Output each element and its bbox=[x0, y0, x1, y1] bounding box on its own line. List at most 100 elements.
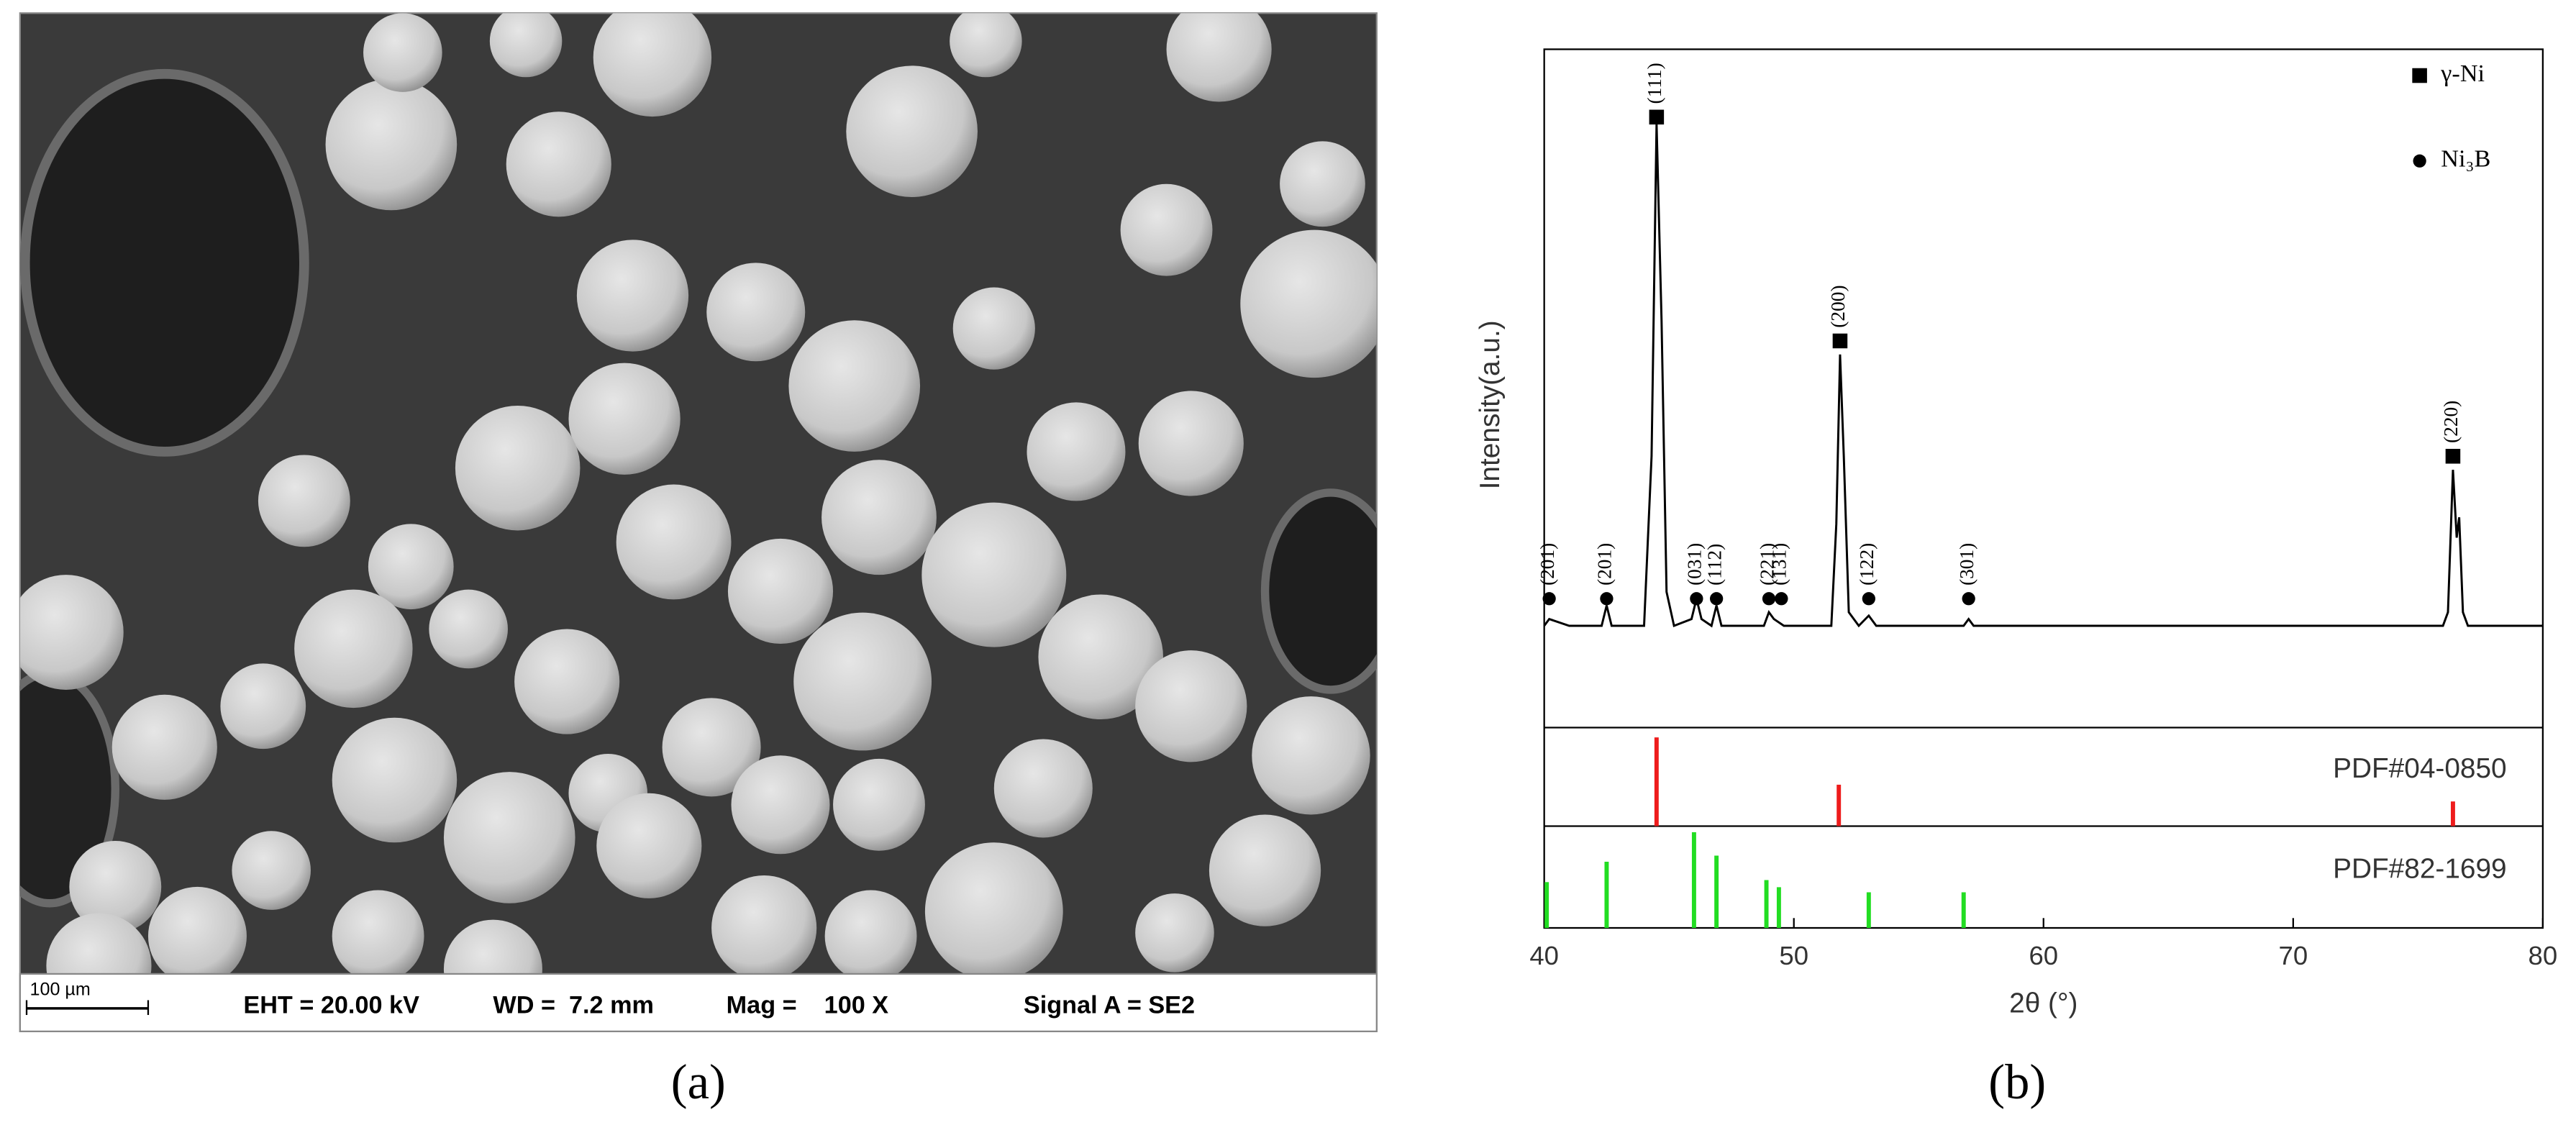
x-tick-label: 50 bbox=[1779, 941, 1808, 970]
peak-marker bbox=[2412, 68, 2427, 83]
peak-marker bbox=[1962, 592, 1975, 606]
reference-line bbox=[1866, 892, 1871, 929]
reference-line bbox=[1764, 880, 1769, 929]
sem-particle bbox=[616, 484, 732, 600]
peak-marker bbox=[2445, 449, 2461, 464]
peak-marker bbox=[1762, 592, 1776, 606]
peak-label: (031) bbox=[1684, 543, 1706, 586]
sem-particle bbox=[232, 831, 311, 910]
sem-particle bbox=[706, 263, 806, 362]
sem-particle bbox=[993, 739, 1093, 838]
sem-particle bbox=[727, 538, 834, 645]
legend-label: γ-Ni bbox=[2440, 60, 2485, 87]
reference-line bbox=[2450, 801, 2455, 826]
sem-info: Mag = 100 X bbox=[727, 992, 889, 1019]
reference-line bbox=[1776, 887, 1781, 929]
peak-marker bbox=[2413, 154, 2426, 168]
sem-particle bbox=[1135, 650, 1247, 762]
sem-particle bbox=[788, 320, 921, 452]
x-tick-label: 70 bbox=[2279, 941, 2308, 970]
y-axis-label: Intensity(a.u.) bbox=[1475, 320, 1506, 489]
sem-particle bbox=[952, 287, 1035, 370]
peak-label: (201) bbox=[1537, 543, 1558, 586]
sem-particle bbox=[846, 65, 978, 197]
sem-particle bbox=[443, 919, 542, 974]
reference-line bbox=[1691, 832, 1696, 929]
panel-caption: (a) bbox=[671, 1055, 726, 1109]
sem-particle bbox=[1120, 183, 1213, 276]
sem-info: Signal A = SE2 bbox=[1024, 992, 1195, 1019]
sem-particle bbox=[332, 890, 424, 974]
sem-particle bbox=[368, 524, 454, 610]
reference-line bbox=[1604, 862, 1609, 929]
reference-line bbox=[1544, 882, 1549, 929]
sem-pore bbox=[1260, 488, 1377, 694]
sem-particle bbox=[506, 111, 611, 217]
peak-marker bbox=[1775, 592, 1788, 606]
sem-particle bbox=[822, 460, 937, 575]
sem-particle bbox=[1038, 594, 1163, 720]
sem-info: WD = 7.2 mm bbox=[493, 992, 654, 1019]
peak-label: (200) bbox=[1827, 285, 1849, 327]
sem-particle bbox=[455, 405, 581, 531]
peak-label: (221) bbox=[1756, 543, 1778, 586]
sem-particle bbox=[1138, 391, 1244, 496]
legend-label: Ni₃B bbox=[2441, 145, 2490, 173]
peak-marker bbox=[1710, 592, 1724, 606]
sem-particle bbox=[793, 612, 932, 751]
sem-particle bbox=[443, 772, 575, 903]
sem-particle bbox=[1252, 696, 1370, 815]
x-tick-label: 80 bbox=[2529, 941, 2558, 970]
sem-particle bbox=[1240, 229, 1377, 378]
sem-particle bbox=[325, 78, 458, 211]
diffraction-line bbox=[1543, 124, 2543, 628]
xrd-chart: Intensity(a.u.) (201) (201) (111) (031)(112)… bbox=[1475, 48, 2558, 1019]
sem-particle bbox=[921, 502, 1067, 647]
sem-particle bbox=[1166, 13, 1272, 102]
reference-line bbox=[1654, 737, 1659, 826]
peak-marker bbox=[1649, 109, 1665, 125]
sem-particle bbox=[576, 240, 689, 352]
sem-particle bbox=[924, 842, 1063, 974]
sem-particle bbox=[731, 755, 830, 855]
sem-particle bbox=[1135, 893, 1214, 973]
reference-name: PDF#82-1699 bbox=[2333, 853, 2507, 884]
sem-info: EHT = 20.00 kV bbox=[243, 992, 419, 1019]
sem-info-bar bbox=[19, 973, 1378, 1032]
sem-particle bbox=[662, 698, 761, 797]
peak-marker bbox=[1832, 333, 1848, 349]
sem-particle bbox=[514, 629, 620, 734]
x-tick-label: 40 bbox=[1529, 941, 1559, 970]
panel-caption: (b) bbox=[1988, 1055, 2046, 1109]
sem-particle bbox=[258, 455, 350, 547]
sem-particle bbox=[596, 793, 702, 898]
sem-image: 100 µm EHT = 20.00 kV WD = 7.2 mm Mag = … bbox=[19, 12, 1378, 1032]
peak-marker bbox=[1690, 592, 1703, 606]
x-tick-label: 60 bbox=[2029, 941, 2058, 970]
sem-particle bbox=[429, 589, 508, 669]
reference-line bbox=[1714, 855, 1719, 929]
sem-particle bbox=[1280, 141, 1365, 227]
x-axis-label: 2θ (°) bbox=[2009, 988, 2077, 1019]
sem-particle bbox=[489, 13, 563, 78]
peak-label: (111) bbox=[1644, 63, 1665, 104]
sem-particle bbox=[1027, 402, 1126, 501]
sem-particle bbox=[332, 717, 458, 843]
sem-particle bbox=[19, 575, 124, 690]
peak-label: (122) bbox=[1856, 543, 1878, 586]
sem-particle bbox=[46, 913, 152, 974]
sem-particle bbox=[568, 363, 681, 475]
peak-marker bbox=[1542, 592, 1556, 606]
sem-particles bbox=[19, 13, 1377, 974]
sem-particle bbox=[950, 13, 1022, 78]
peak-marker bbox=[1862, 592, 1875, 606]
scale-bar-label: 100 µm bbox=[30, 979, 91, 999]
sem-particle bbox=[1209, 814, 1321, 926]
sem-particle bbox=[69, 841, 162, 933]
peak-label: (220) bbox=[2440, 401, 2462, 443]
sem-particle bbox=[294, 589, 413, 709]
reference-name: PDF#04-0850 bbox=[2333, 753, 2507, 784]
sem-particle bbox=[363, 13, 442, 92]
sem-particle bbox=[147, 886, 247, 974]
